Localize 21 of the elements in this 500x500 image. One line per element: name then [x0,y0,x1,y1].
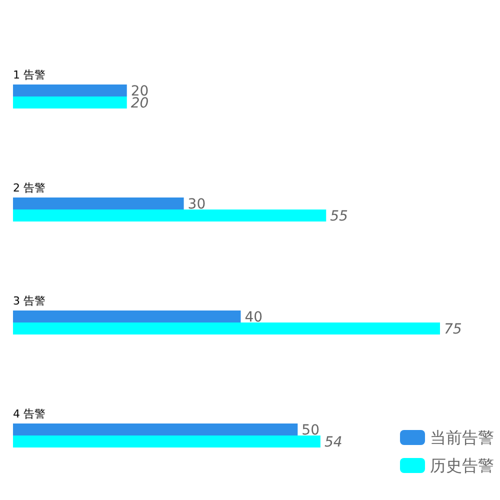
y-tick-label: 2 告警 [13,182,46,194]
bar [13,96,127,108]
data-label: 30 [188,196,206,212]
data-label: 50 [302,422,320,438]
y-tick-label: 3 告警 [13,294,46,308]
bar [13,198,184,210]
legend-label: 当前告警 [430,428,494,447]
data-label: 75 [444,322,462,338]
data-label: 54 [324,434,342,450]
bar [13,210,326,222]
legend-label: 历史告警 [430,456,494,475]
bar [13,424,298,436]
bar [13,322,440,334]
y-tick-label: 4 告警 [13,408,46,420]
data-label: 20 [130,96,149,112]
y-tick-label: 1 告警 [13,68,46,82]
bar [13,436,320,448]
bar [13,84,127,96]
bar [13,310,241,322]
data-label: 40 [244,310,263,326]
data-label: 55 [330,208,348,224]
